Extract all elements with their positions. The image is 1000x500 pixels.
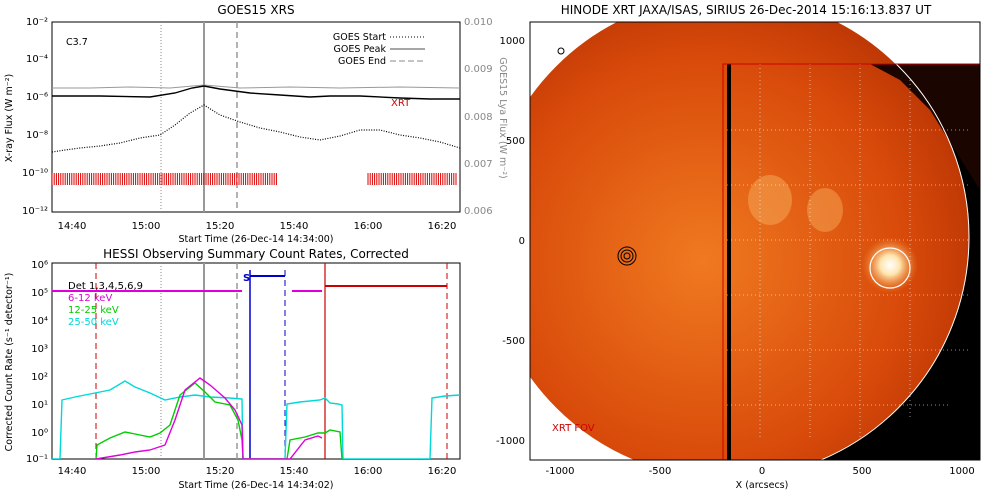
hessi-x-axis: 14:40 15:00 15:20 15:40 16:00 16:20: [58, 466, 457, 477]
hessi-xlabel: Start Time (26-Dec-14 14:34:02): [178, 480, 333, 491]
goes-xtick-1440: 14:40: [58, 221, 87, 232]
hessi-legend-det: Det 1,3,4,5,6,9: [68, 281, 143, 292]
goes-ytick-1e-12: 10⁻¹²: [22, 206, 48, 217]
goes-title: GOES15 XRS: [217, 3, 294, 17]
xrt-small-contour: [557, 47, 565, 55]
goes-ytick-r-0006: 0.006: [464, 206, 493, 217]
hessi-12-25kev-line: [95, 382, 343, 459]
goes-xtick-1540: 15:40: [280, 221, 309, 232]
xrt-xtick-0: 0: [759, 466, 765, 477]
goes-xtick-1600: 16:00: [354, 221, 383, 232]
hessi-legend-25-50: 25-50 keV: [68, 317, 119, 328]
xrt-title: HINODE XRT JAXA/ISAS, SIRIUS 26-Dec-2014…: [561, 3, 932, 17]
legend-goes-end: GOES End: [338, 56, 386, 67]
xrt-active-region-east: [748, 175, 792, 225]
hessi-ytick-1e1: 10¹: [31, 400, 48, 411]
hessi-ytick-1e4: 10⁴: [31, 316, 48, 327]
xrt-active-region-center: [807, 188, 843, 232]
goes-xtick-1620: 16:20: [428, 221, 457, 232]
goes-ytick-r-0008: 0.008: [464, 112, 493, 123]
goes-x-axis: 14:40 15:00 15:20 15:40 16:00 16:20: [58, 221, 457, 232]
hessi-plot-frame: [51, 262, 461, 460]
goes-legend: GOES Start GOES Peak GOES End: [333, 32, 425, 67]
xrt-offdisk-dark: [870, 64, 980, 190]
xrt-xlabel: X (arcsecs): [736, 480, 789, 491]
goes-plot-frame: [51, 21, 461, 213]
hessi-ytick-1e-1: 10⁻¹: [26, 454, 48, 465]
hessi-legend-6-12: 6-12 keV: [68, 293, 112, 304]
xrt-xtick--1000: -1000: [545, 466, 574, 477]
goes-panel: GOES15 XRS C3.7 XRT GOES Start GOES Peak…: [4, 3, 508, 245]
xrt-left-edge: [727, 64, 731, 460]
goes-ytick-1e-10: 10⁻¹⁰: [22, 168, 48, 179]
hessi-title: HESSI Observing Summary Count Rates, Cor…: [103, 247, 409, 261]
xrt-y-axis: 1000 500 0 -500 -1000: [496, 36, 525, 447]
goes-xtick-1500: 15:00: [132, 221, 161, 232]
xrt-solar-limb: [530, 22, 970, 460]
goes-long-channel: [52, 85, 460, 100]
xrt-fov-label: XRT FOV: [552, 423, 595, 434]
xrt-xtick-500: 500: [852, 466, 871, 477]
hessi-6-12kev-line: [95, 377, 323, 459]
goes-xlabel: Start Time (26-Dec-14 14:34:00): [178, 234, 333, 245]
hessi-ylabel: Corrected Count Rate (s⁻¹ detector⁻¹): [4, 273, 15, 452]
legend-goes-peak: GOES Peak: [334, 44, 387, 55]
goes-ytick-1e-6: 10⁻⁶: [26, 92, 48, 103]
xrt-ytick-1000: 1000: [500, 36, 525, 47]
hessi-xtick-1540: 15:40: [280, 466, 309, 477]
hessi-legend-12-25: 12-25 keV: [68, 305, 119, 316]
goes-class-label: C3.7: [66, 37, 88, 48]
xrt-ytick-0: 0: [519, 236, 525, 247]
hessi-xtick-1620: 16:20: [428, 466, 457, 477]
hessi-xtick-1440: 14:40: [58, 466, 87, 477]
hessi-y-axis: 10⁶ 10⁵ 10⁴ 10³ 10² 10¹ 10⁰ 10⁻¹: [26, 260, 48, 465]
goes-y-axis-right: 0.010 0.009 0.008 0.007 0.006: [464, 17, 493, 217]
hessi-legend: Det 1,3,4,5,6,9 6-12 keV 12-25 keV 25-50…: [68, 281, 143, 328]
xrt-ytick--500: -500: [502, 336, 525, 347]
goes-ytick-r-0009: 0.009: [464, 64, 493, 75]
hessi-ytick-1e5: 10⁵: [31, 288, 48, 299]
xrt-plot-frame: [529, 21, 981, 461]
hessi-ytick-1e6: 10⁶: [31, 260, 48, 271]
xrt-xtick-1000: 1000: [949, 466, 974, 477]
goes-ytick-1e-8: 10⁻⁸: [26, 130, 48, 141]
goes-short-channel: [52, 104, 460, 153]
goes-ylabel-left: X-ray Flux (W m⁻²): [4, 74, 15, 163]
goes-ytick-r-0007: 0.007: [464, 159, 493, 170]
xrt-hessi-contour: [617, 246, 637, 266]
goes-xtick-1520: 15:20: [206, 221, 235, 232]
hessi-xtick-1520: 15:20: [206, 466, 235, 477]
xrt-x-axis: -1000 -500 0 500 1000: [545, 466, 974, 477]
hessi-xtick-1600: 16:00: [354, 466, 383, 477]
hessi-xtick-1500: 15:00: [132, 466, 161, 477]
xrt-coordinate-grid: [727, 64, 970, 440]
xrt-ytick--1000: -1000: [496, 436, 525, 447]
goes-ytick-1e-2: 10⁻²: [26, 17, 48, 28]
hessi-ytick-1e0: 10⁰: [31, 428, 48, 439]
goes-xrt-label: XRT: [391, 98, 411, 109]
goes-ylabel-right: GOES15 Lya Flux (W m⁻²): [497, 57, 508, 179]
xrt-panel: HINODE XRT JAXA/ISAS, SIRIUS 26-Dec-2014…: [496, 3, 981, 491]
hessi-ytick-1e2: 10²: [31, 372, 48, 383]
hessi-ytick-1e3: 10³: [31, 344, 48, 355]
goes-ytick-r-0010: 0.010: [464, 17, 493, 28]
xrt-flare-kernel: [862, 237, 918, 293]
xrt-ytick-500: 500: [506, 136, 525, 147]
legend-goes-start: GOES Start: [333, 32, 386, 43]
xrt-observation-ticks: [52, 173, 457, 185]
hessi-saa-label: S: [243, 273, 250, 284]
goes-ytick-1e-4: 10⁻⁴: [26, 54, 48, 65]
goes-lya-line: [52, 84, 460, 89]
hessi-25-50kev-line: [52, 380, 460, 459]
goes-y-axis: 10⁻² 10⁻⁴ 10⁻⁶ 10⁻⁸ 10⁻¹⁰ 10⁻¹²: [22, 17, 48, 217]
xrt-xtick--500: -500: [649, 466, 672, 477]
hessi-panel: HESSI Observing Summary Count Rates, Cor…: [4, 247, 461, 491]
